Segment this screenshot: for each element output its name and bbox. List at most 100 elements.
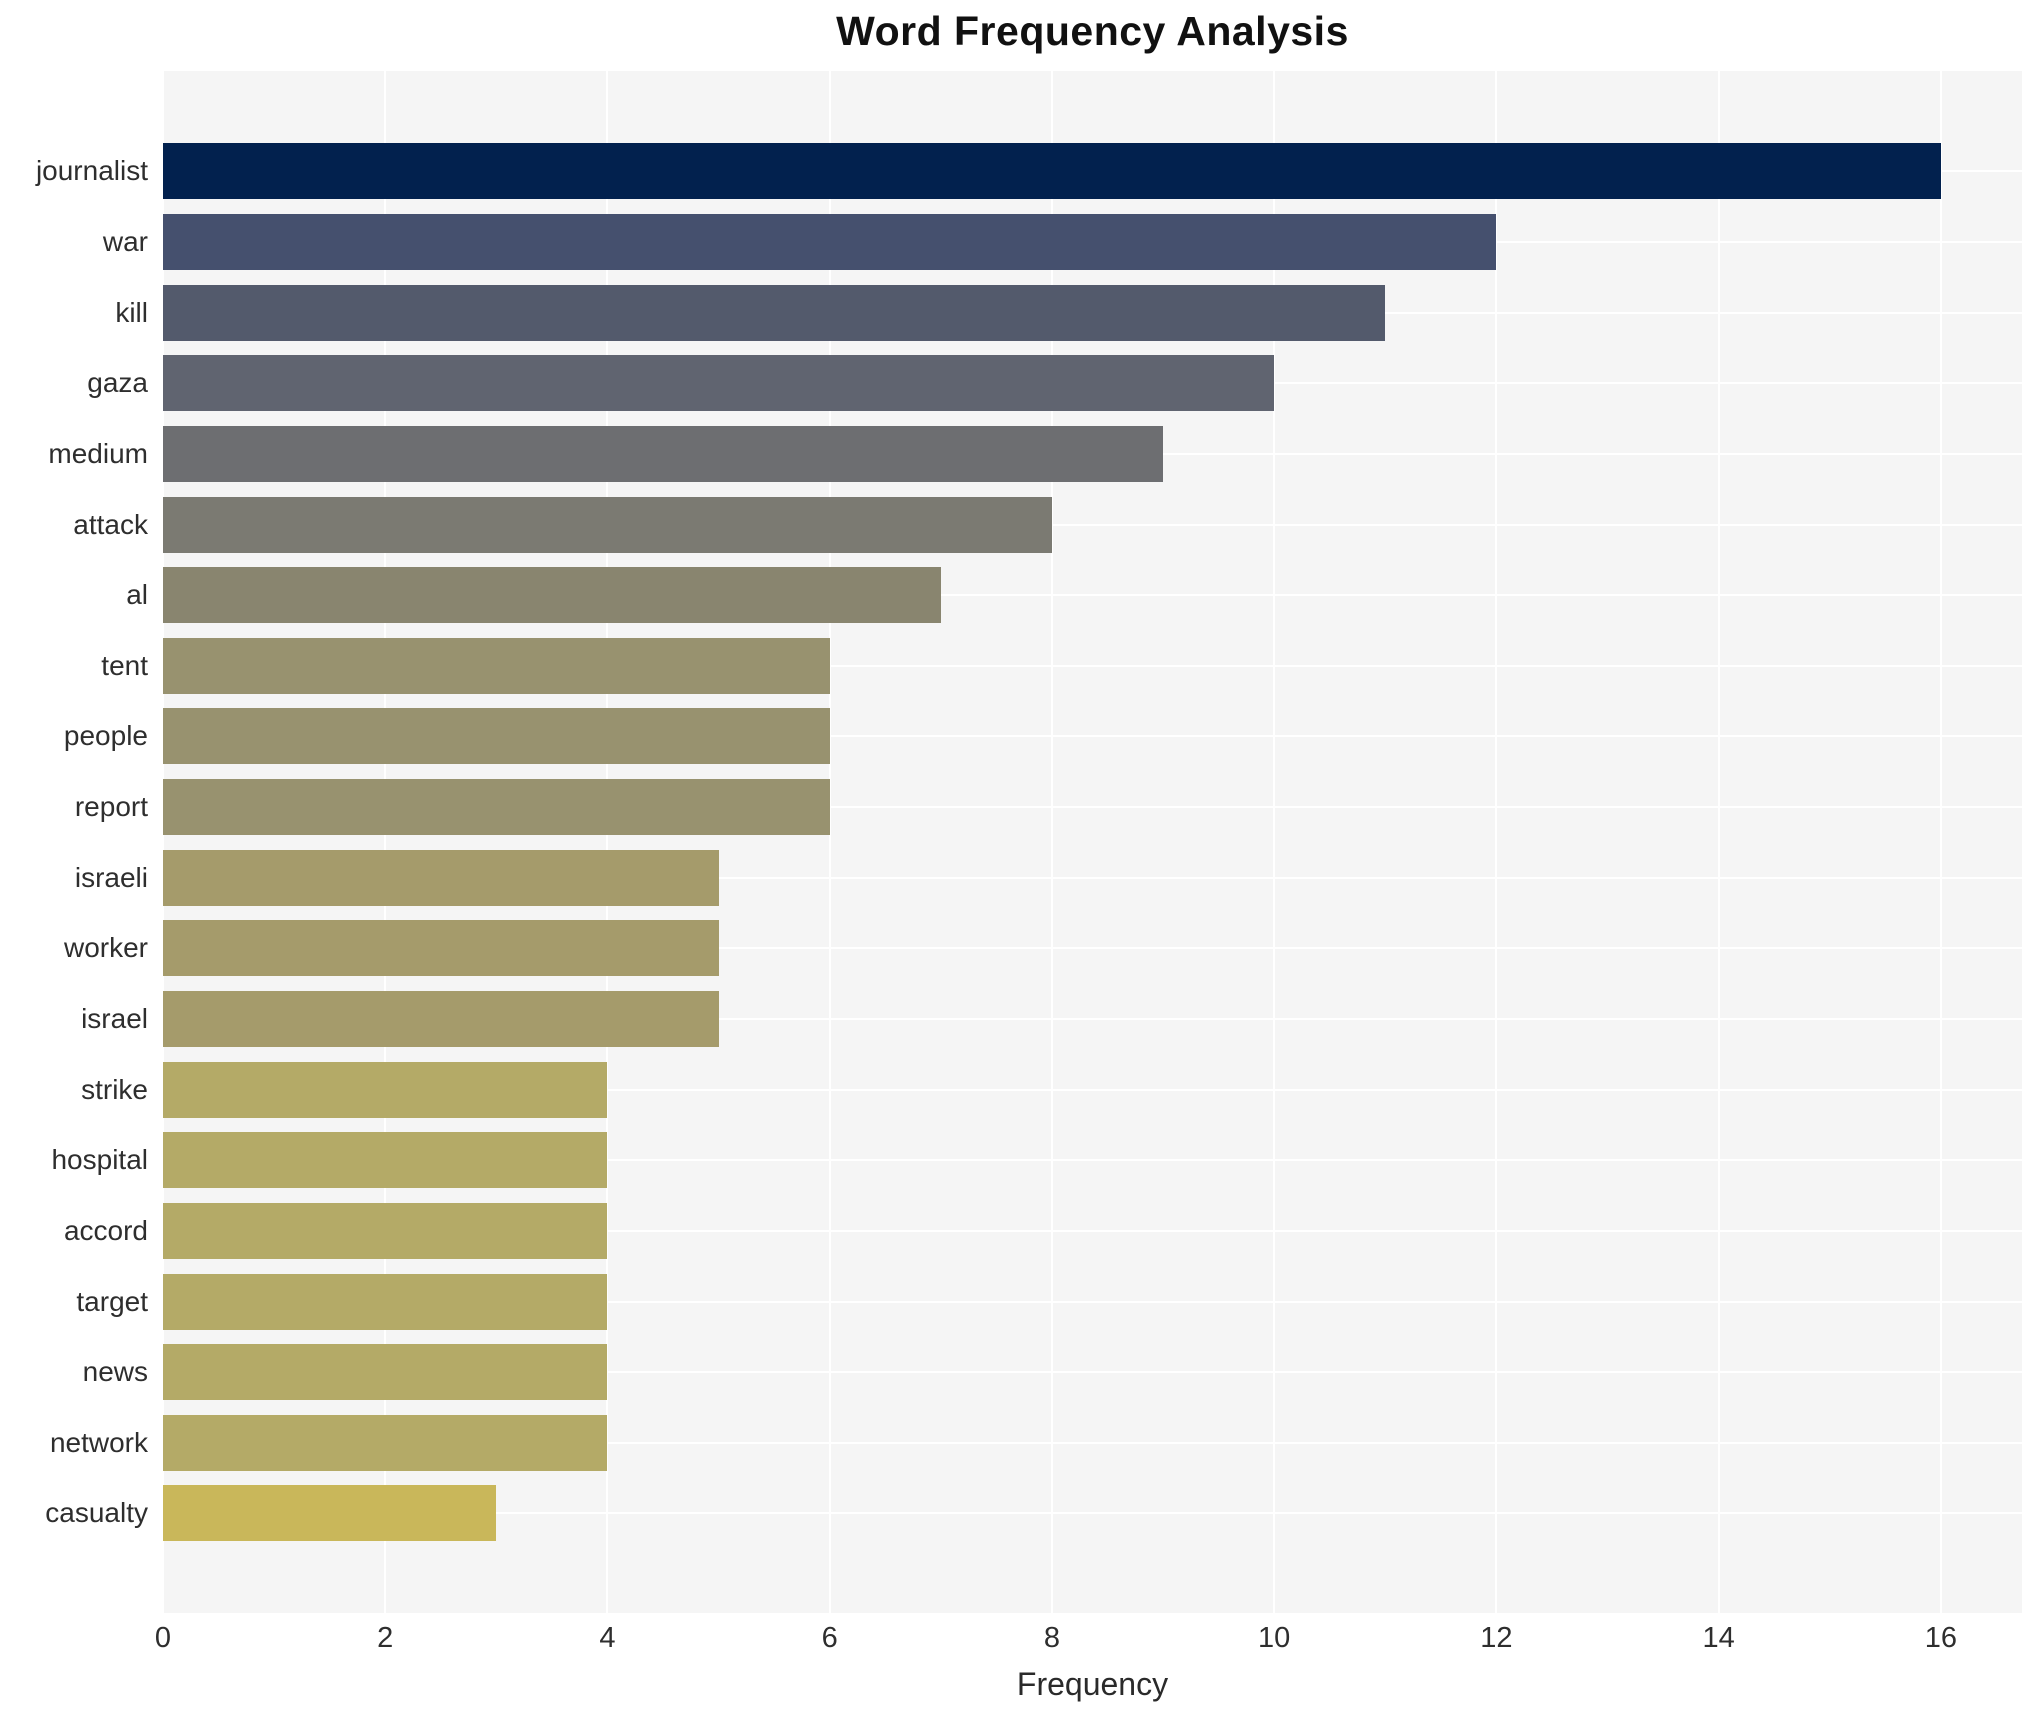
bar-report (163, 779, 830, 836)
y-label-network: network (49, 1426, 148, 1458)
x-tick-0: 0 (154, 1622, 172, 1654)
horizontal-gridline (163, 1088, 2022, 1091)
y-axis-labels: journalist war kill gaza medium attack al tent p… (0, 71, 148, 1613)
bar-row-attack (163, 489, 2022, 560)
bar-al (163, 567, 941, 624)
bar-hospital (163, 1132, 608, 1189)
horizontal-gridline (163, 1018, 2022, 1020)
y-label-journalist: journalist (35, 155, 148, 187)
chart-title: Word Frequency Analysis (836, 8, 1349, 54)
bar-row-israel (163, 984, 2022, 1055)
y-label-report: report (74, 791, 148, 823)
x-tick-12: 12 (1480, 1622, 1513, 1654)
plot-area (162, 71, 2022, 1613)
bar-network (163, 1414, 608, 1471)
bar-row-journalist (163, 136, 2022, 207)
bar-row-report (163, 772, 2022, 843)
bar-journalist (163, 143, 1941, 200)
bar-row-hospital (163, 1125, 2022, 1196)
x-tick-10: 10 (1258, 1622, 1291, 1654)
bar-row-worker (163, 913, 2022, 984)
x-tick-8: 8 (1043, 1622, 1061, 1654)
bar-worker (163, 920, 719, 977)
horizontal-gridline (163, 1441, 2022, 1444)
x-tick-16: 16 (1924, 1622, 1958, 1654)
vertical-gridline-0 (162, 71, 164, 1613)
horizontal-gridline (163, 947, 2022, 950)
y-label-strike: strike (81, 1073, 148, 1105)
bar-row-tent (163, 630, 2022, 701)
horizontal-gridline (163, 1371, 2022, 1374)
bar-gaza (163, 355, 1275, 412)
vertical-gridline-6 (828, 71, 831, 1613)
vertical-gridline-4 (606, 71, 609, 1613)
x-tick-14: 14 (1702, 1622, 1735, 1654)
bar-row-kill (163, 277, 2022, 348)
vertical-gridline-10 (1273, 71, 1276, 1613)
vertical-gridline-12 (1495, 71, 1498, 1613)
y-label-israeli: israeli (74, 861, 148, 893)
vertical-gridline-16 (1939, 71, 1942, 1613)
y-label-tent: tent (101, 649, 148, 681)
horizontal-gridline (163, 1300, 2022, 1303)
y-label-accord: accord (63, 1214, 148, 1246)
y-label-people: people (63, 720, 148, 752)
bar-news (163, 1344, 608, 1401)
x-axis-title: Frequency (1016, 1666, 1169, 1702)
x-tick-2: 2 (377, 1622, 394, 1654)
y-label-worker: worker (63, 932, 148, 964)
bar-accord (163, 1202, 608, 1259)
bar-kill (163, 284, 1386, 341)
x-tick-4: 4 (599, 1622, 616, 1654)
y-label-medium: medium (48, 437, 148, 469)
horizontal-gridline (163, 664, 2022, 667)
bar-war (163, 213, 1497, 270)
horizontal-gridline (163, 523, 2022, 526)
horizontal-gridline (163, 1512, 2022, 1515)
y-label-israel: israel (81, 1003, 148, 1034)
bar-row-gaza (163, 348, 2022, 419)
bar-tent (163, 637, 830, 694)
bar-israel (163, 991, 719, 1047)
bar-row-target (163, 1266, 2022, 1337)
bar-israeli (163, 849, 719, 906)
horizontal-gridline (163, 594, 2022, 597)
bar-row-medium (163, 419, 2022, 490)
y-label-news: news (82, 1356, 148, 1388)
y-label-casualty: casualty (45, 1497, 148, 1529)
bar-row-al (163, 560, 2022, 631)
bar-row-israeli (163, 842, 2022, 913)
bar-people (163, 708, 830, 765)
x-tick-6: 6 (821, 1622, 838, 1654)
bar-row-news (163, 1337, 2022, 1408)
y-label-target: target (76, 1285, 148, 1317)
y-label-kill: kill (115, 296, 148, 328)
horizontal-gridline (163, 806, 2022, 809)
vertical-gridline-8 (1050, 71, 1053, 1613)
bar-row-war (163, 207, 2022, 278)
y-label-attack: attack (73, 508, 148, 540)
bar-target (163, 1273, 608, 1330)
horizontal-gridline (163, 1229, 2022, 1232)
bar-attack (163, 496, 1052, 553)
bar-row-casualty (163, 1478, 2022, 1549)
horizontal-gridline (163, 876, 2022, 879)
bar-row-strike (163, 1054, 2022, 1125)
vertical-gridline-2 (384, 71, 387, 1613)
x-axis-ticks: 0 2 4 6 8 10 12 14 16 (155, 1622, 2022, 1660)
bar-row-accord (163, 1196, 2022, 1267)
bar-row-people (163, 701, 2022, 772)
bar-medium (163, 425, 1164, 482)
vertical-gridline-14 (1717, 71, 1720, 1613)
bar-row-network (163, 1408, 2022, 1479)
y-label-hospital: hospital (51, 1144, 148, 1176)
horizontal-gridline (163, 1159, 2022, 1162)
bar-casualty (163, 1485, 497, 1542)
y-label-war: war (102, 225, 148, 257)
bar-strike (163, 1061, 608, 1118)
bar-rows (163, 71, 2022, 1613)
y-label-gaza: gaza (87, 367, 148, 399)
horizontal-gridline (163, 735, 2022, 738)
y-label-al: al (126, 579, 148, 611)
